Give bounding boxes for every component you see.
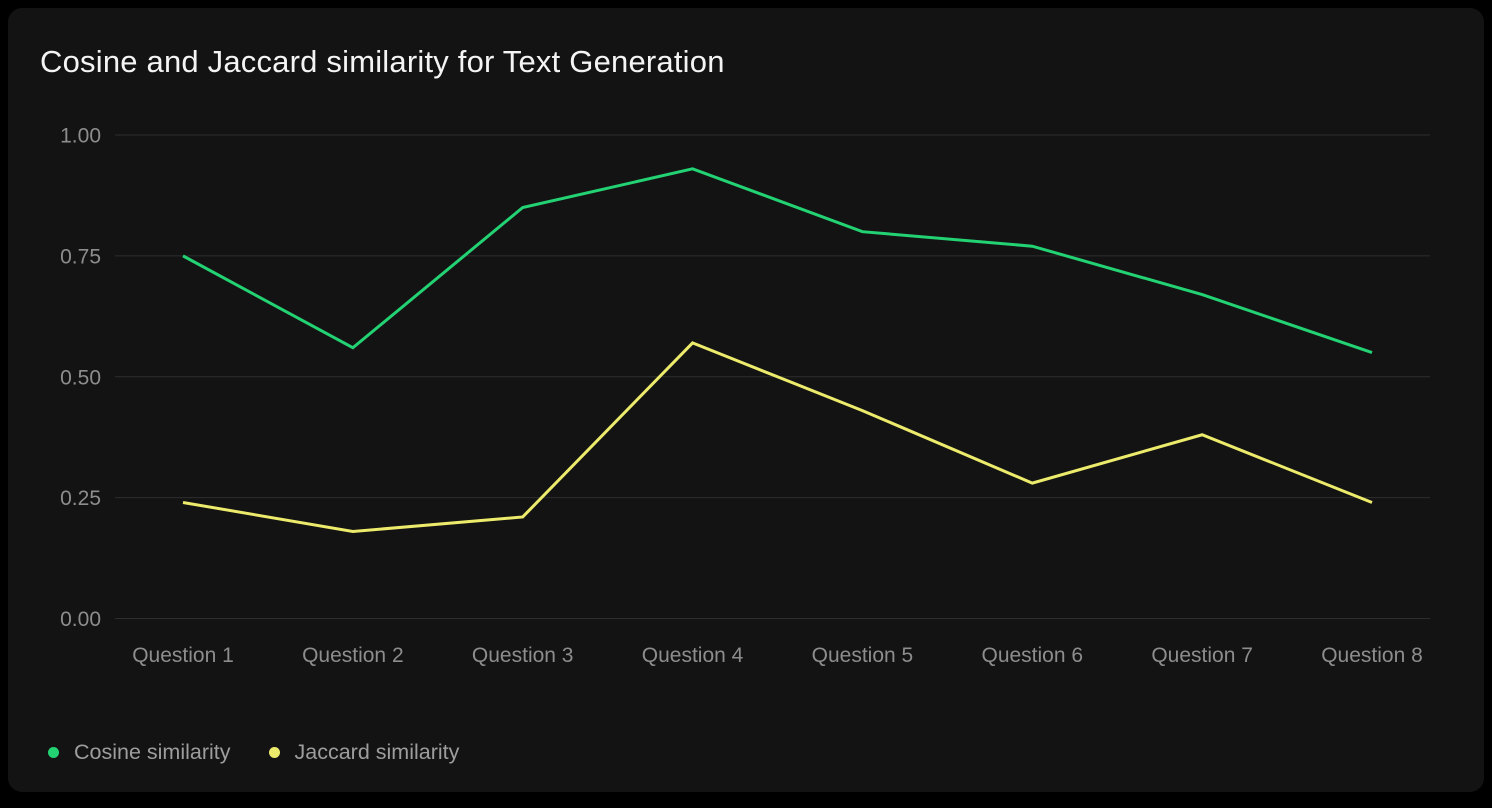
cosine-series-dot-icon: [48, 747, 59, 758]
legend-label-jaccard: Jaccard similarity: [295, 740, 460, 765]
chart-card: Cosine and Jaccard similarity for Text G…: [8, 8, 1484, 792]
cosine-similarity-line[interactable]: [183, 169, 1372, 353]
x-tick-label: Question 1: [132, 644, 234, 667]
jaccard-series-dot-icon: [269, 747, 280, 758]
legend: Cosine similarity Jaccard similarity: [48, 740, 459, 765]
x-tick-label: Question 2: [302, 644, 404, 667]
x-tick-label: Question 5: [812, 644, 914, 667]
jaccard-similarity-line[interactable]: [183, 343, 1372, 532]
y-tick-label: 0.50: [60, 366, 101, 389]
x-tick-label: Question 3: [472, 644, 574, 667]
y-tick-label: 0.00: [60, 608, 101, 631]
y-tick-label: 0.25: [60, 487, 101, 510]
legend-item-jaccard-similarity[interactable]: Jaccard similarity: [269, 740, 460, 765]
y-tick-label: 0.75: [60, 245, 101, 268]
y-tick-label: 1.00: [60, 125, 101, 148]
x-tick-label: Question 7: [1151, 644, 1253, 667]
line-chart-plot-area: 0.00 0.25 0.50 0.75 1.00 Question 1 Question 2…: [8, 8, 1492, 808]
legend-item-cosine-similarity[interactable]: Cosine similarity: [48, 740, 231, 765]
x-tick-label: Question 4: [642, 644, 744, 667]
legend-label-cosine: Cosine similarity: [74, 740, 231, 765]
x-tick-label: Question 6: [981, 644, 1083, 667]
x-tick-label: Question 8: [1321, 644, 1423, 667]
